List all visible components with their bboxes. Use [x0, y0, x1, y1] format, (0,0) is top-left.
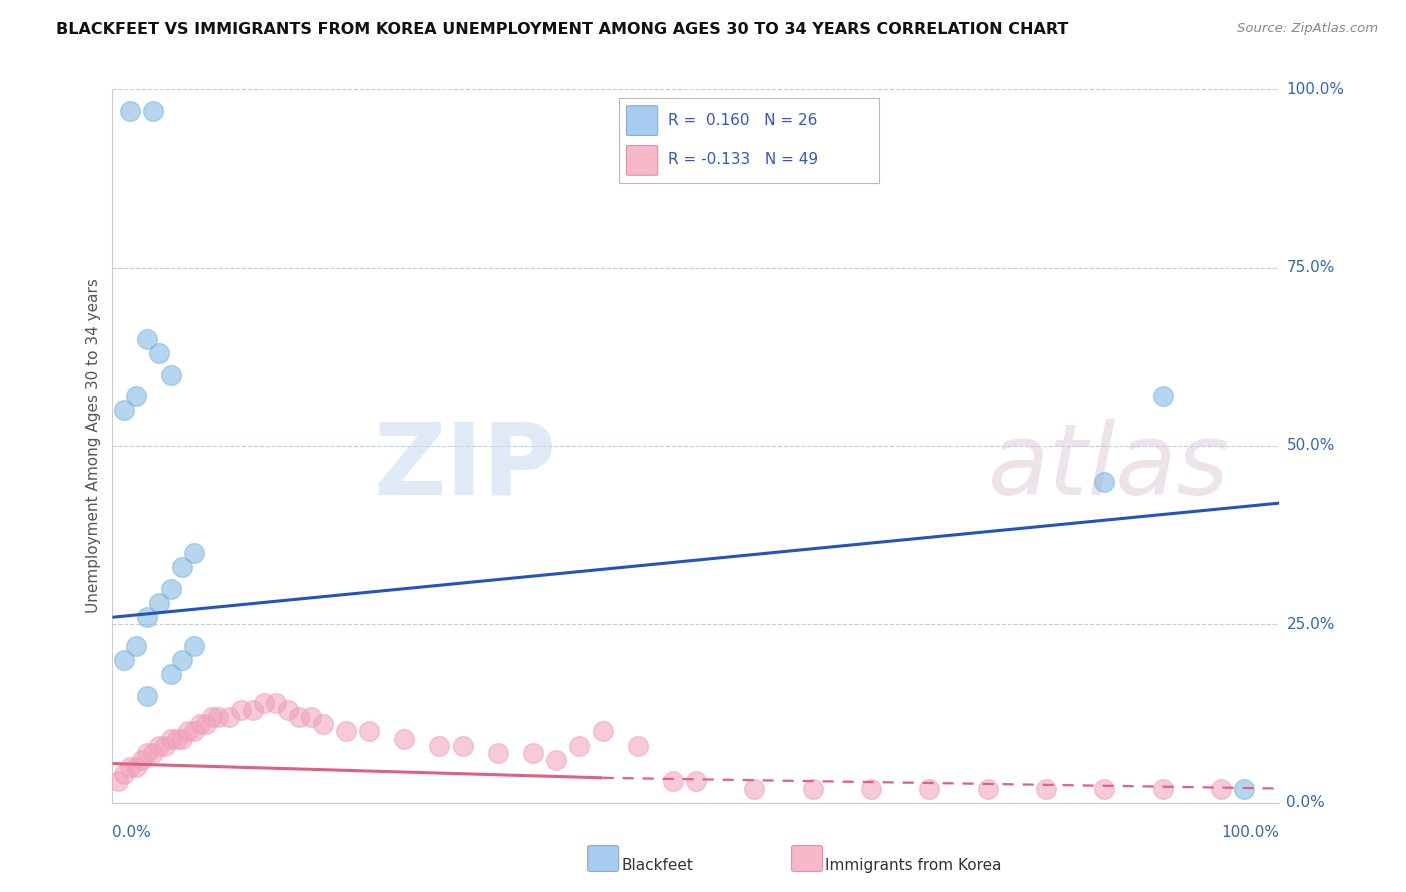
Point [592, 724, 614, 739]
Point [148, 596, 170, 610]
Point [125, 639, 148, 653]
Point [859, 781, 883, 796]
Text: R = -0.133   N = 49: R = -0.133 N = 49 [668, 153, 818, 168]
Point [188, 717, 211, 731]
FancyBboxPatch shape [627, 106, 658, 136]
Point [568, 739, 591, 753]
Point [112, 653, 135, 667]
Point [392, 731, 416, 746]
Point [335, 724, 357, 739]
Text: 25.0%: 25.0% [1286, 617, 1334, 632]
Point [685, 774, 707, 789]
Point [627, 739, 650, 753]
Point [976, 781, 998, 796]
Point [125, 760, 148, 774]
Point [136, 746, 159, 760]
Text: BLACKFEET VS IMMIGRANTS FROM KOREA UNEMPLOYMENT AMONG AGES 30 TO 34 YEARS CORREL: BLACKFEET VS IMMIGRANTS FROM KOREA UNEMP… [56, 22, 1069, 37]
Point [299, 710, 322, 724]
FancyBboxPatch shape [627, 145, 658, 175]
Point [183, 724, 205, 739]
Point [253, 696, 276, 710]
Point [136, 332, 159, 346]
Point [160, 667, 183, 681]
Point [1152, 389, 1174, 403]
Text: 100.0%: 100.0% [1222, 825, 1279, 840]
Text: atlas: atlas [987, 419, 1229, 516]
Point [276, 703, 298, 717]
Point [153, 739, 176, 753]
Point [1233, 781, 1256, 796]
Point [288, 710, 311, 724]
Point [148, 739, 170, 753]
Point [183, 639, 205, 653]
Point [742, 781, 765, 796]
Point [160, 582, 183, 596]
Point [359, 724, 381, 739]
Y-axis label: Unemployment Among Ages 30 to 34 years: Unemployment Among Ages 30 to 34 years [86, 278, 101, 614]
Text: 75.0%: 75.0% [1286, 260, 1334, 275]
Point [160, 368, 183, 382]
Text: 50.0%: 50.0% [1286, 439, 1334, 453]
Point [118, 760, 141, 774]
Point [160, 731, 183, 746]
Point [661, 774, 683, 789]
Point [172, 560, 194, 574]
Point [142, 746, 165, 760]
Text: R =  0.160   N = 26: R = 0.160 N = 26 [668, 113, 817, 128]
Point [1209, 781, 1232, 796]
Point [311, 717, 333, 731]
Text: 100.0%: 100.0% [1286, 82, 1344, 96]
Point [229, 703, 252, 717]
Point [194, 717, 217, 731]
Point [136, 689, 159, 703]
Point [522, 746, 544, 760]
Point [218, 710, 240, 724]
Point [172, 653, 194, 667]
Point [801, 781, 824, 796]
Point [172, 731, 194, 746]
Point [112, 403, 135, 417]
Point [177, 724, 200, 739]
Text: 0.0%: 0.0% [112, 825, 152, 840]
Point [183, 546, 205, 560]
Point [207, 710, 229, 724]
Point [125, 389, 148, 403]
Text: Immigrants from Korea: Immigrants from Korea [825, 858, 1002, 872]
Point [201, 710, 224, 724]
Point [112, 767, 135, 781]
Point [264, 696, 287, 710]
Text: Blackfeet: Blackfeet [621, 858, 693, 872]
Point [131, 753, 153, 767]
Point [544, 753, 567, 767]
Point [1035, 781, 1057, 796]
Point [1092, 781, 1115, 796]
Point [166, 731, 188, 746]
Point [136, 610, 159, 624]
Point [142, 103, 165, 118]
Point [118, 103, 141, 118]
Point [107, 774, 129, 789]
Text: ZIP: ZIP [373, 419, 555, 516]
Text: 0.0%: 0.0% [1286, 796, 1326, 810]
Text: Source: ZipAtlas.com: Source: ZipAtlas.com [1237, 22, 1378, 36]
Point [1092, 475, 1115, 489]
Point [451, 739, 474, 753]
Point [1152, 781, 1174, 796]
Point [427, 739, 450, 753]
Point [242, 703, 264, 717]
Point [148, 346, 170, 360]
Point [918, 781, 941, 796]
Point [486, 746, 509, 760]
